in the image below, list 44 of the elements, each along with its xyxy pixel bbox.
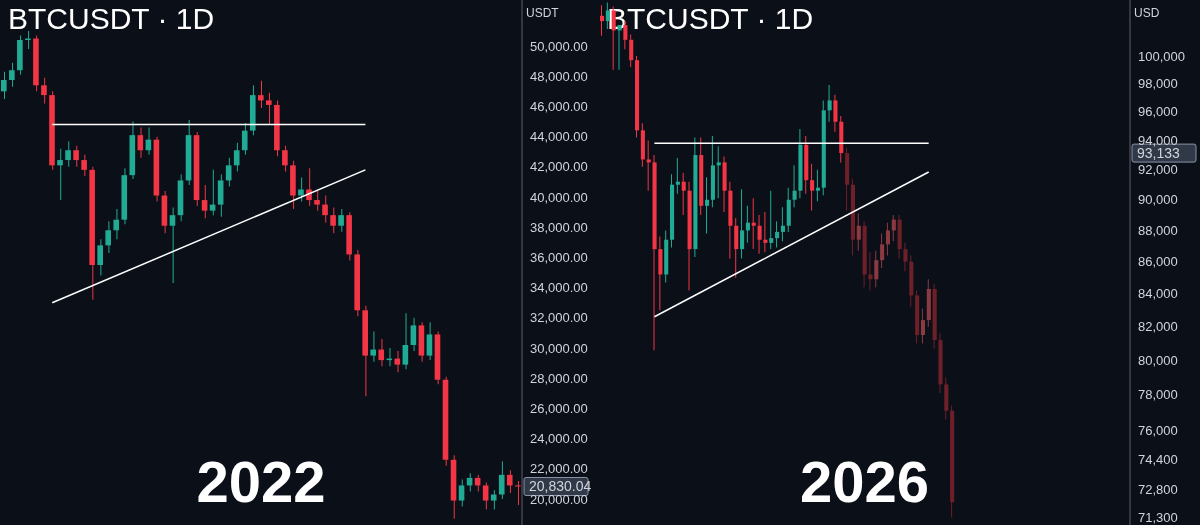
y-tick-label: 80,000 bbox=[1138, 352, 1178, 368]
chart-title: BTCUSDT · 1D bbox=[7, 2, 216, 36]
y-tick-label: 72,800 bbox=[1138, 481, 1178, 497]
y-tick-label: 32,000.00 bbox=[530, 310, 588, 326]
y-tick-label: 82,000 bbox=[1138, 319, 1178, 335]
y-tick-label: 92,000 bbox=[1138, 162, 1178, 178]
y-tick-label: 50,000.00 bbox=[530, 38, 588, 54]
candlestick bbox=[57, 148, 63, 201]
y-axis-title: USDT bbox=[525, 5, 560, 22]
y-tick-label: 96,000 bbox=[1138, 104, 1178, 120]
y-tick-label: 78,000 bbox=[1138, 387, 1178, 403]
annotation: 2026 bbox=[799, 448, 930, 515]
candlestick bbox=[675, 157, 680, 194]
candlestick bbox=[769, 190, 774, 250]
y-tick-label: 34,000.00 bbox=[530, 280, 588, 296]
y-tick-label: 38,000.00 bbox=[530, 219, 588, 235]
y-tick-label: 30,000.00 bbox=[530, 340, 588, 356]
y-axis-title: USD bbox=[1133, 5, 1161, 22]
y-tick-label: 28,000.00 bbox=[530, 370, 588, 386]
y-tick-label: 84,000 bbox=[1138, 286, 1178, 302]
y-tick-label: 22,000.00 bbox=[530, 461, 588, 477]
candlestick bbox=[815, 169, 820, 202]
y-tick-label: 76,000 bbox=[1138, 422, 1178, 438]
candlestick bbox=[716, 146, 721, 199]
y-tick-label: 100,000 bbox=[1138, 48, 1185, 64]
y-tick-label: 90,000 bbox=[1138, 192, 1178, 208]
y-tick-label: 46,000.00 bbox=[530, 99, 588, 115]
y-tick-label: 98,000 bbox=[1138, 76, 1178, 92]
y-tick-label: 42,000.00 bbox=[530, 159, 588, 175]
y-tick-label: 26,000.00 bbox=[530, 401, 588, 417]
y-tick-label: 86,000 bbox=[1138, 254, 1178, 270]
y-tick-label: 40,000.00 bbox=[530, 189, 588, 205]
candlestick bbox=[751, 198, 756, 250]
y-tick-label: 36,000.00 bbox=[530, 250, 588, 266]
y-tick-label: 48,000.00 bbox=[530, 68, 588, 84]
candlestick bbox=[514, 480, 521, 506]
annotation: 2022 bbox=[195, 448, 327, 515]
candlestick bbox=[763, 211, 768, 253]
y-tick-label: 24,000.00 bbox=[530, 431, 588, 447]
y-tick-label: 74,400 bbox=[1138, 451, 1178, 467]
y-tick-label: 88,000 bbox=[1138, 223, 1178, 239]
candlestick bbox=[646, 140, 651, 191]
y-tick-label: 44,000.00 bbox=[530, 129, 588, 145]
y-tick-label: 71,300 bbox=[1138, 509, 1178, 525]
